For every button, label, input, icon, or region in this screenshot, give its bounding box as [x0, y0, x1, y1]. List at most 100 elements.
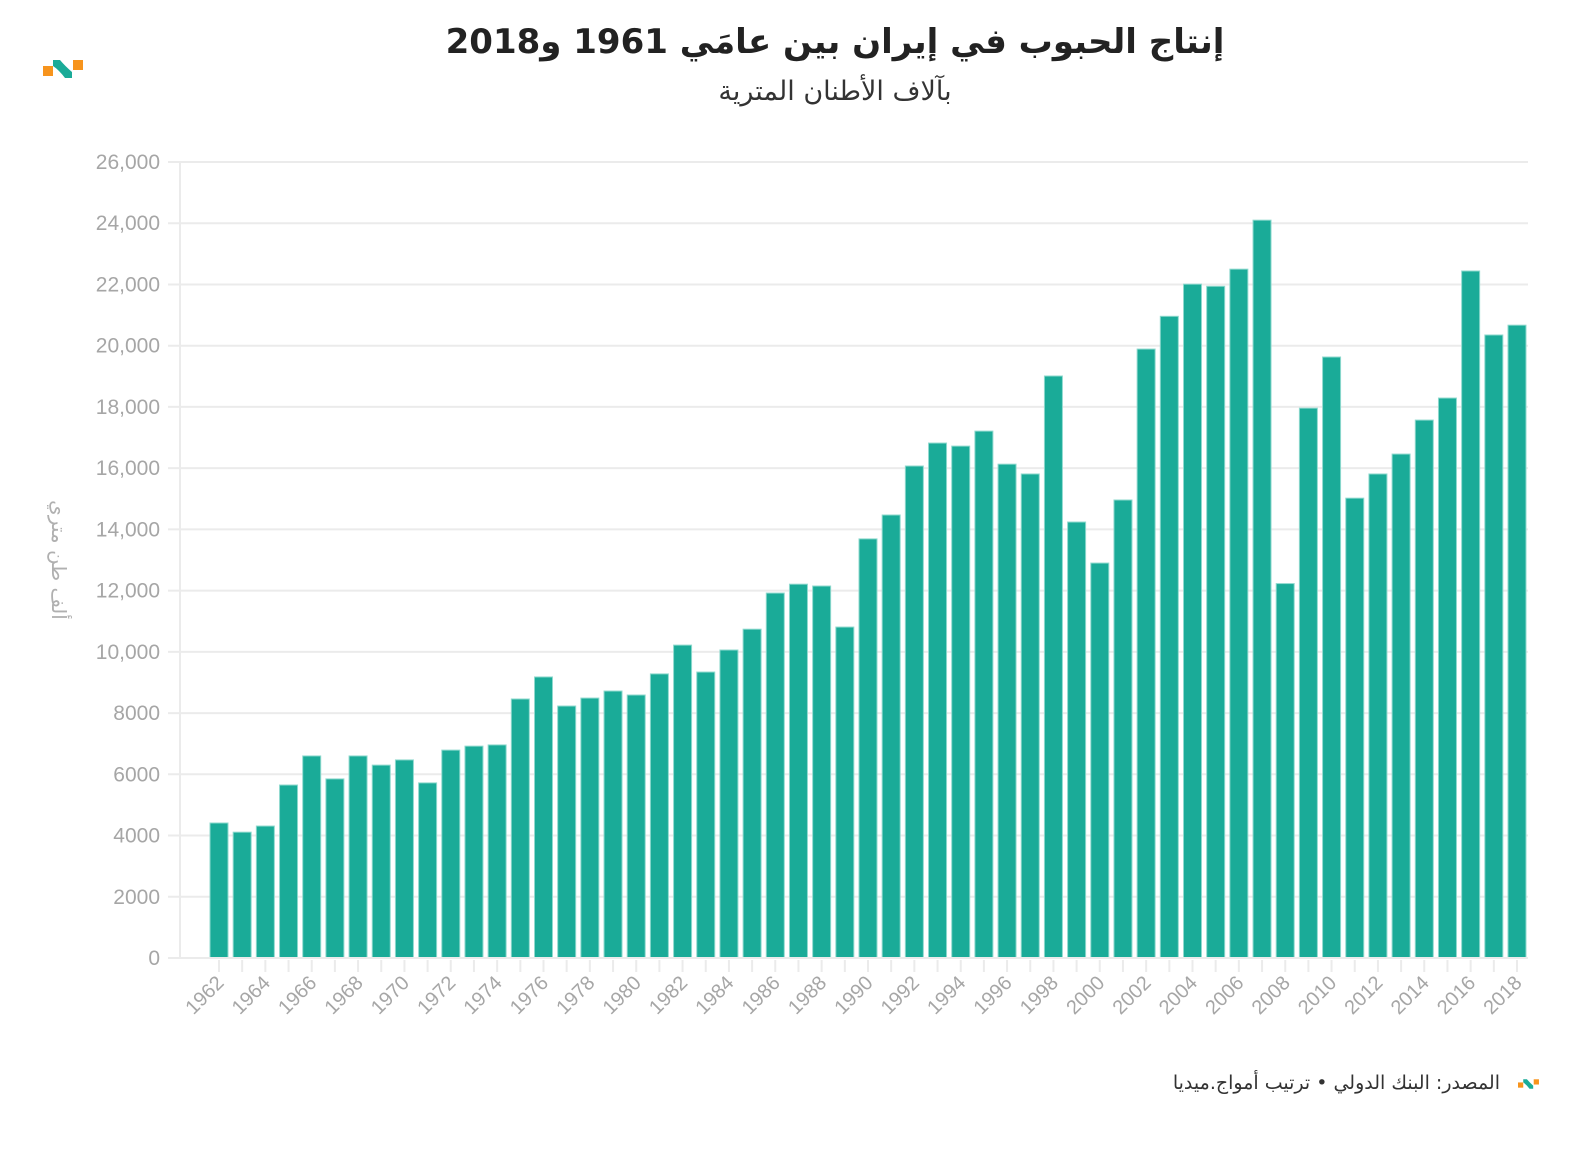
x-axis-ticks: 1962 1964 1966 1968 1970 1972 1974 1976 1978 1980…	[168, 957, 1528, 1019]
amwaj-footer-logo-icon	[1518, 1079, 1539, 1089]
bar-1979[interactable]	[603, 690, 623, 959]
x-tick-label: 2012	[1340, 972, 1387, 1019]
y-tick-label: 22,000	[96, 273, 160, 296]
x-tick-label: 1996	[970, 972, 1017, 1019]
x-tick-label: 2004	[1155, 972, 1202, 1019]
bar-2005[interactable]	[1206, 285, 1226, 959]
bar-2004[interactable]	[1183, 283, 1202, 959]
y-axis-ticks: 0 2000 4000 6000 8000 10,000 12,000 14,000 16,00…	[96, 151, 160, 970]
x-tick-label: 1998	[1016, 972, 1063, 1019]
bar-1980[interactable]	[626, 694, 646, 959]
bar-1986[interactable]	[765, 592, 785, 959]
bar-1974[interactable]	[487, 744, 507, 959]
bar-1990[interactable]	[858, 538, 878, 959]
x-tick-label: 1974	[460, 972, 507, 1019]
bar-1996[interactable]	[997, 463, 1017, 959]
bar-1962[interactable]	[209, 822, 229, 959]
bar-2012[interactable]	[1368, 473, 1388, 959]
bar-1967[interactable]	[325, 778, 345, 959]
x-tick-label: 1980	[599, 972, 646, 1019]
logo-square-left	[43, 66, 53, 76]
x-tick-label: 2006	[1201, 972, 1248, 1019]
y-tick-label: 4000	[113, 825, 160, 848]
bar-1995[interactable]	[974, 430, 994, 959]
bar-1976[interactable]	[534, 676, 553, 959]
bar-2007[interactable]	[1252, 219, 1272, 959]
y-tick-label: 10,000	[96, 641, 160, 664]
bar-1970[interactable]	[394, 759, 414, 959]
x-tick-label: 1986	[738, 972, 785, 1019]
bar-2017[interactable]	[1484, 334, 1504, 959]
bar-2011[interactable]	[1345, 497, 1365, 959]
x-tick-label: 1994	[923, 972, 970, 1019]
bar-2002[interactable]	[1136, 348, 1156, 959]
source-note: المصدر: البنك الدولي • ترتيب أمواج.ميديا	[1172, 1072, 1500, 1094]
bar-1997[interactable]	[1020, 473, 1040, 959]
amwaj-logo-icon	[43, 60, 83, 78]
bar-1977[interactable]	[557, 705, 577, 959]
bar-2001[interactable]	[1113, 499, 1133, 959]
y-tick-label: 26,000	[96, 151, 160, 174]
logo-wave	[53, 60, 72, 78]
bar-1966[interactable]	[302, 755, 322, 959]
bar-1989[interactable]	[835, 626, 855, 959]
bar-2010[interactable]	[1322, 356, 1342, 959]
bar-1993[interactable]	[928, 442, 948, 959]
bar-1972[interactable]	[441, 749, 461, 959]
bar-1983[interactable]	[696, 671, 716, 959]
bar-1978[interactable]	[580, 697, 600, 959]
bar-chart: 0 2000 4000 6000 8000 10,000 12,000 14,000 16,00…	[46, 151, 1528, 1019]
bars	[209, 219, 1527, 959]
bar-2014[interactable]	[1414, 419, 1434, 959]
bar-1988[interactable]	[812, 585, 832, 959]
bar-1982[interactable]	[673, 644, 693, 959]
bar-1999[interactable]	[1067, 521, 1087, 959]
bar-1969[interactable]	[371, 764, 391, 959]
bar-2003[interactable]	[1159, 315, 1179, 959]
x-tick-label: 1992	[877, 972, 924, 1019]
bar-2000[interactable]	[1090, 562, 1110, 959]
bar-1971[interactable]	[418, 782, 438, 959]
bar-2009[interactable]	[1298, 407, 1318, 959]
bar-1984[interactable]	[719, 649, 739, 959]
bar-1992[interactable]	[904, 465, 924, 959]
x-tick-label: 1964	[228, 972, 275, 1019]
bar-2015[interactable]	[1437, 397, 1457, 959]
bar-2016[interactable]	[1461, 270, 1481, 959]
logo-square-right	[73, 60, 83, 70]
bar-1994[interactable]	[951, 445, 971, 959]
chart-subtitle: بآلاف الأطنان المترية	[718, 76, 952, 107]
x-tick-label: 2000	[1062, 972, 1109, 1019]
bar-2013[interactable]	[1391, 453, 1411, 959]
y-tick-label: 16,000	[96, 457, 160, 480]
bar-1981[interactable]	[649, 673, 669, 959]
x-tick-label: 1976	[506, 972, 553, 1019]
bar-2008[interactable]	[1275, 583, 1295, 959]
x-tick-label: 1990	[831, 972, 878, 1019]
bar-1985[interactable]	[742, 628, 762, 959]
bar-1987[interactable]	[788, 583, 808, 959]
bar-2018[interactable]	[1507, 324, 1527, 959]
x-tick-label: 2010	[1294, 972, 1341, 1019]
x-tick-label: 2016	[1433, 972, 1480, 1019]
y-tick-label: 0	[148, 947, 160, 970]
x-tick-label: 2002	[1109, 972, 1156, 1019]
bar-2006[interactable]	[1229, 268, 1249, 959]
y-tick-label: 14,000	[96, 518, 160, 541]
bar-1965[interactable]	[279, 784, 299, 959]
x-tick-label: 1988	[784, 972, 831, 1019]
bar-1964[interactable]	[255, 825, 275, 959]
x-tick-label: 1962	[182, 972, 229, 1019]
y-tick-label: 8000	[113, 702, 160, 725]
bar-1973[interactable]	[464, 745, 484, 959]
bar-1975[interactable]	[510, 698, 530, 959]
bar-1991[interactable]	[881, 514, 901, 959]
y-axis-label: ألف طن متري	[46, 500, 72, 620]
bar-1998[interactable]	[1043, 375, 1063, 959]
y-tick-label: 18,000	[96, 396, 160, 419]
x-tick-label: 1966	[274, 972, 321, 1019]
y-tick-label: 24,000	[96, 212, 160, 235]
x-tick-label: 2008	[1248, 972, 1295, 1019]
bar-1963[interactable]	[232, 831, 252, 959]
bar-1968[interactable]	[348, 755, 368, 959]
